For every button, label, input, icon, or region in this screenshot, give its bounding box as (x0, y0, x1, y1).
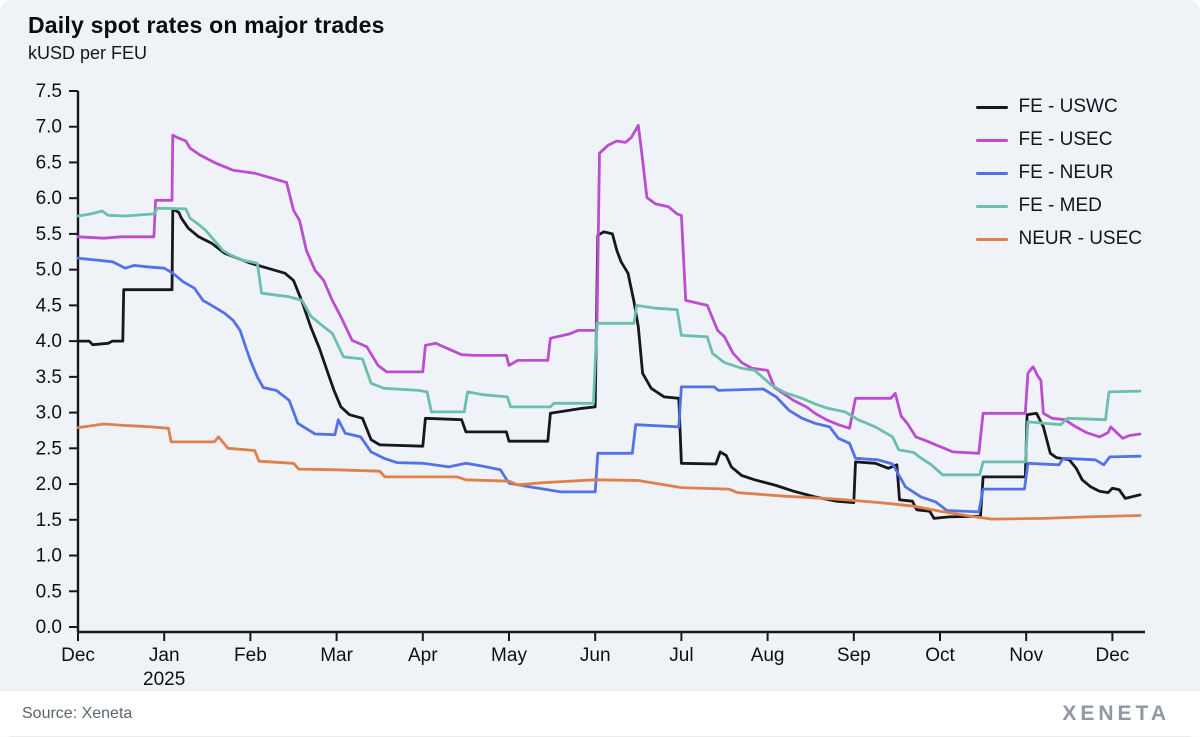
legend-line-swatch (976, 204, 1009, 208)
x-tick-label: Jan (149, 645, 180, 666)
legend-line-swatch (976, 105, 1009, 109)
y-tick-label: 5.0 (36, 260, 62, 281)
legend-line-swatch (976, 171, 1009, 175)
chart-area: Daily spot rates on major trades kUSD pe… (0, 0, 1200, 690)
chart-header: Daily spot rates on major trades kUSD pe… (28, 12, 385, 64)
x-tick-label: May (491, 645, 527, 666)
y-tick-label: 1.0 (36, 546, 62, 567)
legend-item: NEUR - USEC (976, 228, 1142, 250)
xeneta-logo: XENETA (1062, 701, 1170, 725)
series-line-fe-med (76, 206, 1142, 477)
y-tick-label: 6.0 (36, 188, 62, 209)
legend-label: FE - USEC (1018, 129, 1113, 150)
y-tick-label: 4.0 (36, 331, 62, 352)
y-tick-label: 7.0 (36, 117, 62, 138)
y-tick-label: 3.0 (36, 403, 62, 424)
legend-item: FE - USWC (976, 96, 1142, 118)
y-tick-label: 6.5 (36, 152, 62, 173)
x-tick-label: Dec (61, 645, 95, 666)
y-tick-label: 5.5 (36, 224, 62, 245)
page-title: Daily spot rates on major trades (28, 12, 385, 38)
source-attribution: Source: Xeneta (22, 704, 133, 722)
legend-item: FE - USEC (976, 129, 1142, 151)
y-tick-label: 3.5 (36, 367, 62, 388)
legend-line-swatch (976, 138, 1009, 142)
legend-line-swatch (976, 237, 1009, 241)
chart-subtitle: kUSD per FEU (28, 43, 148, 63)
x-tick-label: Apr (408, 645, 438, 666)
series-line-fe-usec (76, 123, 1142, 455)
y-tick-label: 4.5 (36, 295, 62, 316)
y-tick-label: 2.5 (36, 438, 62, 459)
y-tick-label: 0.5 (36, 581, 62, 602)
legend-item: FE - NEUR (976, 162, 1142, 184)
legend-label: FE - USWC (1018, 96, 1118, 117)
chart-legend: FE - USWC FE - USEC FE - NEUR FE - MED NEUR … (976, 96, 1142, 250)
legend-label: NEUR - USEC (1018, 228, 1142, 249)
legend-label: FE - NEUR (1018, 162, 1114, 183)
x-tick-label: Aug (751, 645, 785, 666)
x-tick-label: Feb (234, 645, 267, 666)
chart-canvas: 0.0 0.5 1.0 1.5 2.0 2.5 3.0 3.5 4.0 4.5 5.0 5.5 6.0 6… (36, 81, 1145, 690)
y-tick-label: 7.5 (36, 81, 62, 102)
series-line-neur-usec (76, 422, 1142, 521)
legend-label: FE - MED (1018, 195, 1102, 216)
legend-item: FE - MED (976, 195, 1142, 217)
x-tick-label: Mar (320, 645, 353, 666)
y-tick-label: 2.0 (36, 474, 62, 495)
x-tick-label: Nov (1009, 645, 1043, 666)
x-tick-label: Jun (580, 645, 611, 666)
x-tick-label: Jul (669, 645, 693, 666)
x-tick-label: Dec (1096, 645, 1130, 666)
x-tick-label: Sep (837, 645, 871, 666)
y-tick-label: 1.5 (36, 510, 62, 531)
footer: Source: Xeneta XENETA (0, 690, 1200, 736)
x-tick-label: Oct (925, 645, 955, 666)
y-tick-label: 0.0 (36, 617, 62, 638)
x-axis-year-label: 2025 (143, 669, 185, 690)
